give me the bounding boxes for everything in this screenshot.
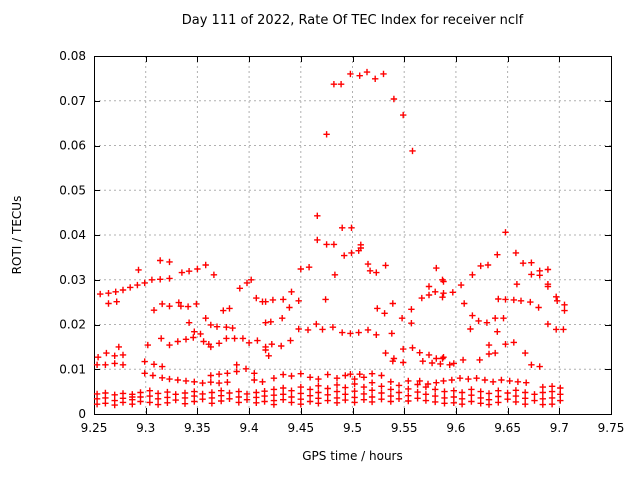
y-tick-label: 0.04: [59, 228, 86, 242]
x-tick-label: 9.5: [343, 421, 362, 435]
x-tick-label: 9.35: [184, 421, 211, 435]
x-tick-label: 9.7: [550, 421, 569, 435]
x-tick-label: 9.25: [81, 421, 108, 435]
y-tick-label: 0.05: [59, 183, 86, 197]
scatter-points: [93, 68, 568, 409]
x-tick-label: 9.75: [598, 421, 625, 435]
x-tick-label: 9.65: [494, 421, 521, 435]
x-axis-label: GPS time / hours: [302, 449, 403, 463]
y-tick-label: 0.07: [59, 94, 86, 108]
x-tick-label: 9.4: [240, 421, 259, 435]
y-tick-label: 0.02: [59, 318, 86, 332]
x-tick-label: 9.6: [446, 421, 465, 435]
x-tick-label: 9.45: [287, 421, 314, 435]
y-tick-label: 0: [78, 407, 86, 421]
plot-border: [94, 56, 612, 415]
y-tick-label: 0.03: [59, 273, 86, 287]
chart-title: Day 111 of 2022, Rate Of TEC Index for r…: [181, 13, 524, 28]
y-tick-label: 0.08: [59, 49, 86, 63]
x-tick-label: 9.3: [136, 421, 155, 435]
x-tick-label: 9.55: [391, 421, 418, 435]
y-tick-label: 0.01: [59, 362, 86, 376]
y-tick-label: 0.06: [59, 139, 86, 153]
